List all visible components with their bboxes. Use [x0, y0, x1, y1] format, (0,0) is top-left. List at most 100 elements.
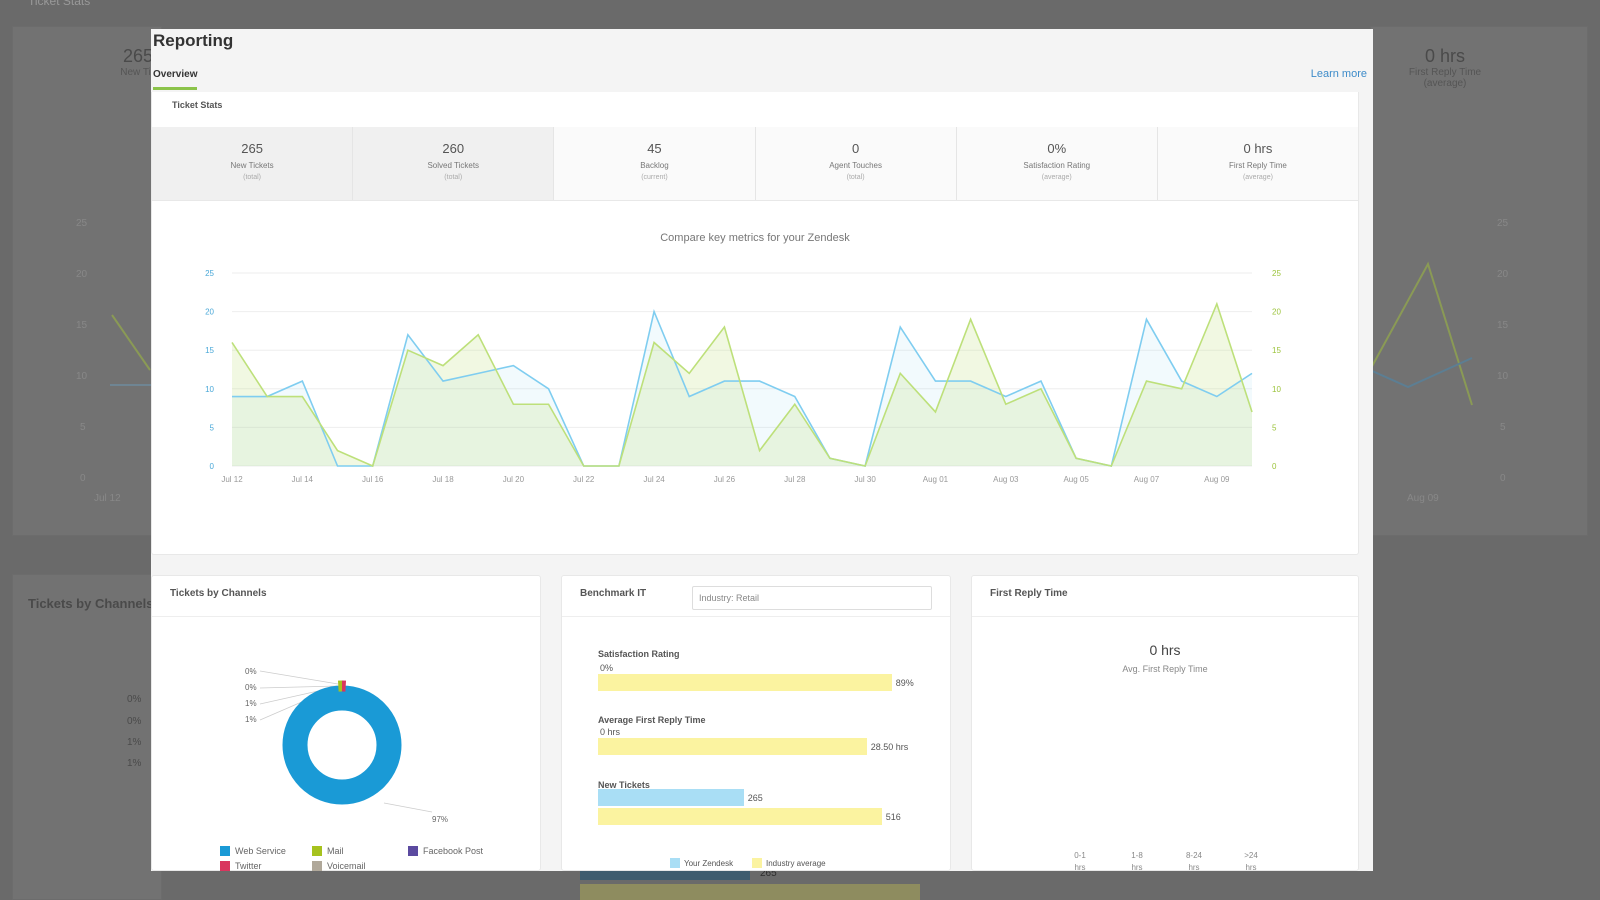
stat-label: New Tickets: [230, 161, 274, 170]
bg-stats-card: [12, 26, 162, 536]
first-reply-sub: Avg. First Reply Time: [1122, 664, 1208, 674]
bg-axis-tick: 0: [1500, 473, 1506, 484]
chart-title: Compare key metrics for your Zendesk: [660, 232, 850, 244]
leader-line: [259, 685, 339, 689]
ticket-stats-panel: Ticket Stats 265 New Tickets (total) 260…: [151, 92, 1359, 555]
bg-stat-right-sub: (average): [1423, 78, 1467, 89]
benchmark-panel: Benchmark IT Satisfaction Rating Average…: [561, 575, 951, 871]
x-tick-label: Jul 26: [714, 475, 736, 484]
donut-pct-label: 0%: [245, 667, 257, 676]
stat-first-reply-time[interactable]: 0 hrs First Reply Time (average): [1158, 127, 1358, 200]
bg-axis-tick: 10: [76, 371, 88, 382]
first-reply-title: First Reply Time: [972, 576, 1358, 617]
x-tick-label: Jul 20: [503, 475, 525, 484]
x-tick-label: Aug 07: [1134, 475, 1160, 484]
bg-bar-yellow: [580, 884, 920, 900]
stat-value: 260: [442, 141, 465, 156]
legend-twitter[interactable]: Twitter: [220, 861, 262, 871]
bucket-unit: hrs: [1131, 863, 1143, 871]
x-tick-label: Jul 28: [784, 475, 806, 484]
learn-more-link[interactable]: Learn more: [1310, 68, 1367, 80]
x-tick-label: Aug 09: [1204, 475, 1230, 484]
stats-row: 265 New Tickets (total) 260 Solved Ticke…: [152, 127, 1358, 201]
legend-yours: Your Zendesk: [684, 859, 734, 868]
ticket-stats-title: Ticket Stats: [172, 100, 223, 110]
bg-title: Ticket Stats: [28, 0, 91, 8]
bg-bar-value: 265: [760, 868, 777, 879]
bench-bar-industry: [598, 674, 892, 691]
y-tick-label-right: 10: [1272, 385, 1281, 394]
bg-chart-fragment-right: [1370, 261, 1473, 406]
bucket-1-8: 1-8 hrs: [1117, 850, 1157, 871]
y-tick-label-left: 25: [205, 269, 214, 278]
legend-mail[interactable]: Mail: [312, 846, 344, 856]
stat-value: 0 hrs: [1243, 141, 1273, 156]
series-line-solved-tickets: [231, 301, 1253, 468]
legend-web-service[interactable]: Web Service: [220, 846, 286, 856]
leader-line: [383, 802, 433, 813]
bg-stat-left-label: New Tic: [120, 67, 156, 78]
stat-value: 0%: [1047, 141, 1067, 156]
stat-solved-tickets[interactable]: 260 Solved Tickets (total): [353, 127, 555, 200]
channels-panel: Tickets by Channels 0% 0% 1% 1% 97% Web …: [151, 575, 541, 871]
stat-value: 45: [647, 141, 662, 156]
stat-sub: (total): [444, 174, 463, 181]
bench-bar-industry: [598, 738, 867, 755]
bench-value-yours: 0%: [600, 663, 614, 673]
legend-swatch: [312, 861, 322, 871]
bg-pct-label: 1%: [127, 737, 142, 748]
legend-swatch-yours: [670, 858, 680, 868]
bucket-range: 0-1: [1074, 851, 1086, 860]
y-tick-label-right: 25: [1272, 269, 1281, 278]
x-tick-label: Jul 12: [221, 475, 243, 484]
stat-sub: (average): [1242, 174, 1273, 181]
legend-label: Twitter: [235, 861, 262, 871]
stat-label: Satisfaction Rating: [1023, 161, 1091, 170]
bg-axis-tick: 25: [1497, 218, 1509, 229]
donut-chart: 0% 0% 1% 1% 97%: [245, 667, 448, 824]
legend-swatch: [408, 846, 418, 856]
bg-axis-tick: 20: [76, 269, 88, 280]
bucket-8-24: 8-24 hrs: [1174, 850, 1214, 871]
legend-facebook-post[interactable]: Facebook Post: [408, 846, 483, 856]
legend-voicemail[interactable]: Voicemail: [312, 861, 366, 871]
bg-stat-right-label: First Reply Time: [1408, 67, 1482, 78]
bucket-unit: hrs: [1245, 863, 1257, 871]
bench-row-label: New Tickets: [598, 780, 650, 790]
line-chart: 0 0 5 5 10 10 15 15 20 20 25 25 Jul 12 Jul 14 Jul 16 Ju…: [205, 269, 1281, 484]
bucket-range: 1-8: [1131, 851, 1143, 860]
benchmark-title: Benchmark IT: [580, 588, 647, 599]
bg-axis-tick: 0: [80, 473, 86, 484]
stat-agent-touches[interactable]: 0 Agent Touches (total): [756, 127, 957, 200]
bg-axis-tick: 15: [76, 320, 88, 331]
y-tick-label-right: 20: [1272, 308, 1281, 317]
bg-axis-tick: 10: [1497, 371, 1509, 382]
bench-value-yours: 0 hrs: [600, 727, 621, 737]
legend-label: Mail: [327, 846, 344, 856]
stat-label: First Reply Time: [1229, 161, 1287, 170]
bg-stat-right: 0 hrs First Reply Time (average): [1380, 46, 1510, 89]
legend-swatch-industry: [752, 858, 762, 868]
y-tick-label-left: 0: [210, 462, 215, 471]
bucket-0-1: 0-1 hrs: [1060, 850, 1100, 871]
x-tick-label: Aug 05: [1063, 475, 1089, 484]
stat-label: Solved Tickets: [427, 161, 480, 170]
stat-sub: (current): [641, 174, 668, 181]
bg-x-tick: Jul 12: [94, 493, 121, 504]
leader-line: [259, 670, 339, 685]
industry-select[interactable]: [692, 586, 932, 610]
y-tick-label-left: 15: [205, 346, 214, 355]
stat-label: Backlog: [640, 161, 669, 170]
stat-new-tickets[interactable]: 265 New Tickets (total): [152, 127, 354, 200]
tab-overview[interactable]: Overview: [153, 69, 198, 90]
stat-satisfaction-rating[interactable]: 0% Satisfaction Rating (average): [957, 127, 1158, 200]
y-tick-label-right: 15: [1272, 346, 1281, 355]
bg-pct-label: 0%: [127, 694, 142, 705]
bg-axis-tick: 5: [80, 422, 86, 433]
bg-axis-tick: 5: [1500, 422, 1506, 433]
donut-pct-label: 1%: [245, 715, 257, 724]
bg-stats-card-right: [1370, 26, 1588, 536]
x-tick-label: Jul 24: [643, 475, 665, 484]
stat-backlog[interactable]: 45 Backlog (current): [554, 127, 756, 200]
legend-label: Facebook Post: [423, 846, 484, 856]
